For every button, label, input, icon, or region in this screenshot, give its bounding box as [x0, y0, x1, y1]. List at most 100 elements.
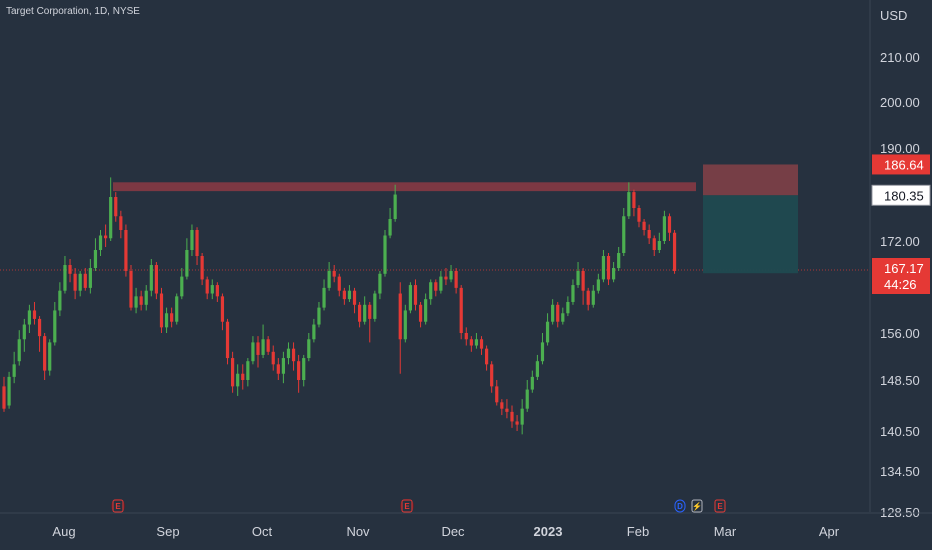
- candle: [622, 208, 626, 257]
- candle: [581, 268, 585, 305]
- candle: [32, 301, 37, 325]
- candle: [403, 304, 407, 343]
- candle-body: [510, 411, 514, 422]
- resistance-band: [113, 182, 696, 192]
- candle-body: [266, 339, 270, 352]
- candle: [515, 415, 519, 431]
- candle: [637, 205, 641, 228]
- candle: [393, 184, 397, 222]
- event-icon: [401, 499, 413, 513]
- candle: [505, 399, 509, 419]
- candle-body: [413, 285, 418, 305]
- candle: [236, 364, 240, 396]
- event-label: E: [404, 502, 410, 511]
- candle: [225, 318, 230, 365]
- candle-body: [627, 192, 631, 217]
- candle: [241, 364, 245, 390]
- price-badge-stop-text: 186.64: [884, 157, 924, 172]
- candle-body: [43, 336, 47, 371]
- price-badge-last-text: 167.17: [884, 261, 924, 276]
- candle-body: [474, 339, 479, 346]
- candle: [561, 307, 565, 325]
- candle: [154, 262, 158, 300]
- candle-body: [139, 296, 143, 305]
- candle: [495, 380, 499, 406]
- candle-body: [383, 235, 387, 274]
- price-tick-label: 190.00: [880, 141, 920, 156]
- candle: [612, 262, 616, 283]
- price-tick-label: 140.50: [880, 424, 920, 439]
- candle-body: [195, 230, 199, 257]
- candle: [347, 285, 352, 302]
- candle-body: [601, 256, 606, 280]
- candle-body: [525, 389, 529, 409]
- time-tick-label: Oct: [252, 524, 273, 539]
- candle: [322, 279, 326, 311]
- candle-body: [429, 282, 433, 300]
- price-axis[interactable]: USD210.00200.00190.00180.00172.00156.001…: [869, 0, 931, 520]
- candle-body: [200, 256, 204, 280]
- candle-body: [576, 270, 580, 286]
- candle: [479, 336, 484, 355]
- event-label: E: [115, 502, 121, 511]
- price-tick-label: 148.50: [880, 373, 920, 388]
- candle: [332, 265, 336, 283]
- candle-body: [520, 408, 524, 425]
- candle-body: [78, 273, 82, 291]
- candle-body: [322, 287, 326, 308]
- candle: [398, 282, 402, 374]
- candle: [530, 370, 534, 393]
- time-axis[interactable]: Aug Sep Oct Nov Dec 2023 Feb Mar Apr: [0, 512, 932, 539]
- candle-body: [408, 285, 412, 311]
- candle: [286, 342, 291, 365]
- price-badge-entry: [871, 184, 931, 206]
- time-tick-label: Nov: [346, 524, 370, 539]
- candle-body: [515, 421, 519, 425]
- candle: [439, 270, 443, 294]
- candle: [307, 333, 311, 362]
- candle: [551, 299, 555, 325]
- candle-body: [210, 285, 214, 294]
- candle-body: [403, 310, 407, 340]
- candle: [535, 354, 539, 380]
- candle-body: [236, 373, 240, 387]
- candle: [2, 376, 6, 412]
- candle-body: [22, 324, 26, 340]
- candle: [266, 336, 270, 355]
- candle-body: [124, 230, 128, 271]
- candle: [53, 301, 57, 346]
- candle-body: [347, 290, 352, 300]
- candle: [93, 238, 98, 271]
- candle-body: [302, 358, 306, 380]
- candle: [271, 345, 275, 371]
- candle: [58, 282, 62, 317]
- candle: [342, 287, 346, 305]
- candle-body: [566, 301, 570, 314]
- candle-body: [144, 290, 148, 305]
- candle: [459, 285, 463, 340]
- candle: [464, 327, 468, 346]
- event-markers: E E D ⚡ E: [111, 499, 726, 513]
- time-tick-label: Mar: [714, 524, 737, 539]
- stop-loss-zone: [703, 164, 798, 196]
- candle: [205, 276, 209, 300]
- candle-body: [73, 273, 77, 291]
- candle-body: [27, 310, 31, 325]
- candle: [281, 351, 285, 384]
- candle-body: [149, 265, 153, 291]
- candle-body: [495, 386, 499, 403]
- candle-body: [479, 339, 484, 349]
- candle-body: [68, 265, 72, 274]
- candle: [383, 230, 387, 277]
- candle: [164, 307, 169, 333]
- price-tick-label: 210.00: [880, 50, 920, 65]
- candle: [7, 371, 11, 409]
- price-tick-label: 156.00: [880, 326, 920, 341]
- candle-body: [58, 290, 62, 311]
- candle-body: [271, 351, 275, 365]
- candle: [291, 342, 296, 371]
- candle-body: [373, 293, 377, 319]
- candle: [185, 238, 189, 280]
- candle: [98, 230, 103, 257]
